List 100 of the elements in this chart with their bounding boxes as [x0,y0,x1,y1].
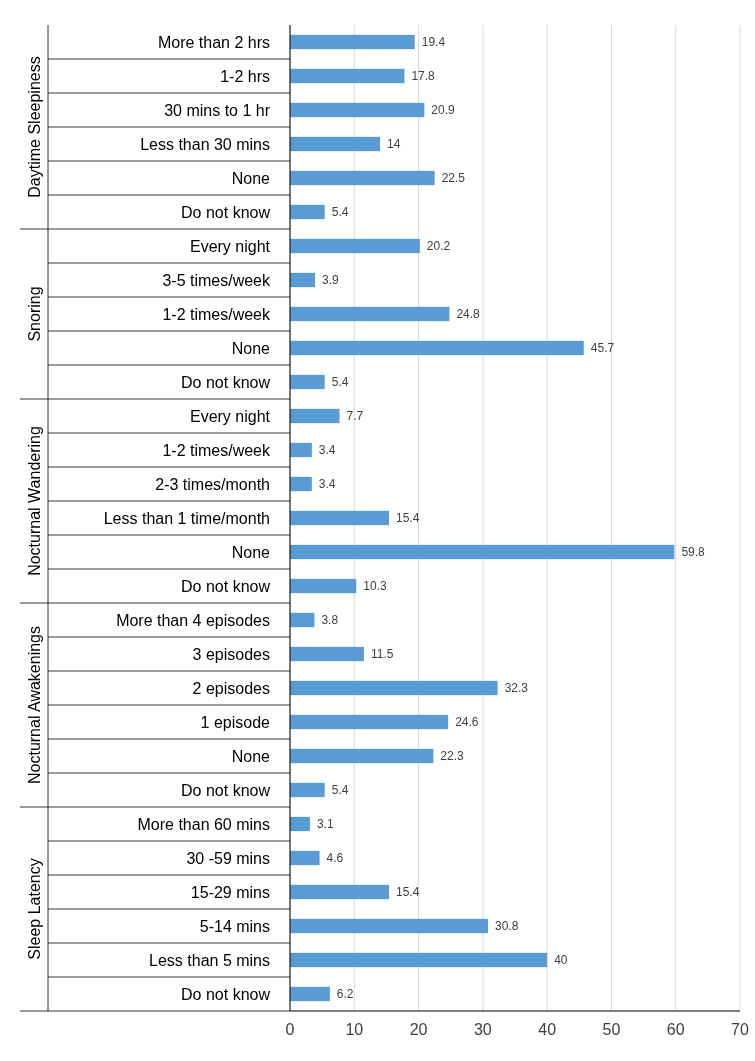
data-label: 14 [387,137,401,152]
data-label: 20.2 [426,239,451,254]
bar [290,34,415,50]
data-label: 5.4 [331,783,349,798]
bar [290,272,316,288]
data-label: 32.3 [504,681,529,696]
data-label: 5.4 [331,205,349,220]
bar [290,612,315,628]
y-tick-label: More than 2 hrs [157,33,270,51]
data-label: 24.8 [456,307,481,322]
data-label: 22.5 [441,171,466,186]
bar [290,714,449,730]
y-tick-label: Every night [189,407,271,425]
y-tick-label: More than 4 episodes [116,611,270,629]
x-tick-label: 60 [666,1021,685,1038]
y-tick-label: Do not know [181,781,271,799]
x-tick-label: 30 [473,1021,492,1038]
y-tick-label: 1 episode [200,713,271,731]
x-tick-label: 20 [409,1021,428,1038]
y-axis-title: Nocturnal Awakenings [25,625,43,785]
data-label: 24.6 [455,715,479,730]
y-tick-label: Less than 1 time/month [103,509,270,527]
bar [290,952,548,968]
data-label: 20.9 [431,103,456,118]
bar [290,306,450,322]
bar [290,408,340,424]
bar [290,850,320,866]
bar [290,918,488,934]
data-label: 4.6 [326,851,344,866]
bar [290,544,675,560]
data-label: 3.9 [322,273,340,288]
x-tick-label: 40 [538,1021,557,1038]
data-label: 10.3 [363,579,387,594]
y-tick-label: None [231,339,271,357]
bar [290,136,380,152]
data-label: 40 [554,953,568,968]
data-label: 22.3 [440,749,465,764]
y-tick-label: 2-3 times/month [155,475,270,493]
y-axis-title: Snoring [25,286,43,342]
y-axis-title: Daytime Sleepiness [25,56,43,198]
y-tick-label: 30 mins to 1 hr [164,101,271,119]
y-tick-label: 5-14 mins [199,917,270,935]
data-label: 45.7 [590,341,615,356]
y-tick-label: Do not know [181,203,271,221]
data-label: 5.4 [331,375,349,390]
y-tick-label: 2 episodes [192,679,270,697]
y-axis-title: Nocturnal Wandering [25,426,43,576]
y-tick-label: None [231,747,271,765]
y-tick-label: 3-5 times/week [162,271,271,289]
bar [290,646,364,662]
bar [290,986,330,1002]
bar [290,884,389,900]
data-label: 30.8 [495,919,519,934]
data-label: 3.4 [318,443,336,458]
bar [290,578,357,594]
bar [290,238,420,254]
bar [290,680,498,696]
y-tick-label: More than 60 mins [137,815,270,833]
data-label: 19.4 [421,35,446,50]
bar [290,204,325,220]
data-label: 3.8 [321,613,339,628]
x-tick-label: 10 [345,1021,364,1038]
bar [290,68,405,84]
data-label: 7.7 [346,409,364,424]
x-tick-label: 50 [602,1021,621,1038]
y-tick-label: 15-29 mins [190,883,270,901]
x-tick-label: 70 [731,1021,749,1038]
data-label: 15.4 [396,885,420,900]
bar [290,442,312,458]
y-axis-title: Sleep Latency [25,858,43,960]
y-tick-label: None [231,543,271,561]
y-tick-label: None [231,169,271,187]
y-tick-label: Every night [189,237,271,255]
data-label: 17.8 [411,69,436,84]
bar [290,816,310,832]
bar [290,510,389,526]
bar [290,340,584,356]
data-label: 15.4 [396,511,420,526]
y-tick-label: 3 episodes [192,645,270,663]
data-label: 11.5 [370,647,394,662]
bar [290,170,435,186]
data-label: 3.1 [316,817,334,832]
bar [290,782,325,798]
y-tick-label: 1-2 times/week [162,441,271,459]
y-tick-label: 1-2 times/week [162,305,271,323]
data-label: 59.8 [681,545,706,560]
bar [290,476,312,492]
bar [290,374,325,390]
y-tick-label: Do not know [181,985,271,1003]
y-tick-label: Do not know [181,577,271,595]
bar [290,748,434,764]
y-tick-label: Less than 30 mins [140,135,270,153]
y-tick-label: Do not know [181,373,271,391]
y-tick-label: 30 -59 mins [186,849,270,867]
data-label: 6.2 [336,987,354,1002]
bar [290,102,425,118]
data-label: 3.4 [318,477,336,492]
y-tick-label: Less than 5 mins [149,951,270,969]
y-tick-label: 1-2 hrs [220,67,270,85]
x-tick-label: 0 [285,1021,295,1038]
